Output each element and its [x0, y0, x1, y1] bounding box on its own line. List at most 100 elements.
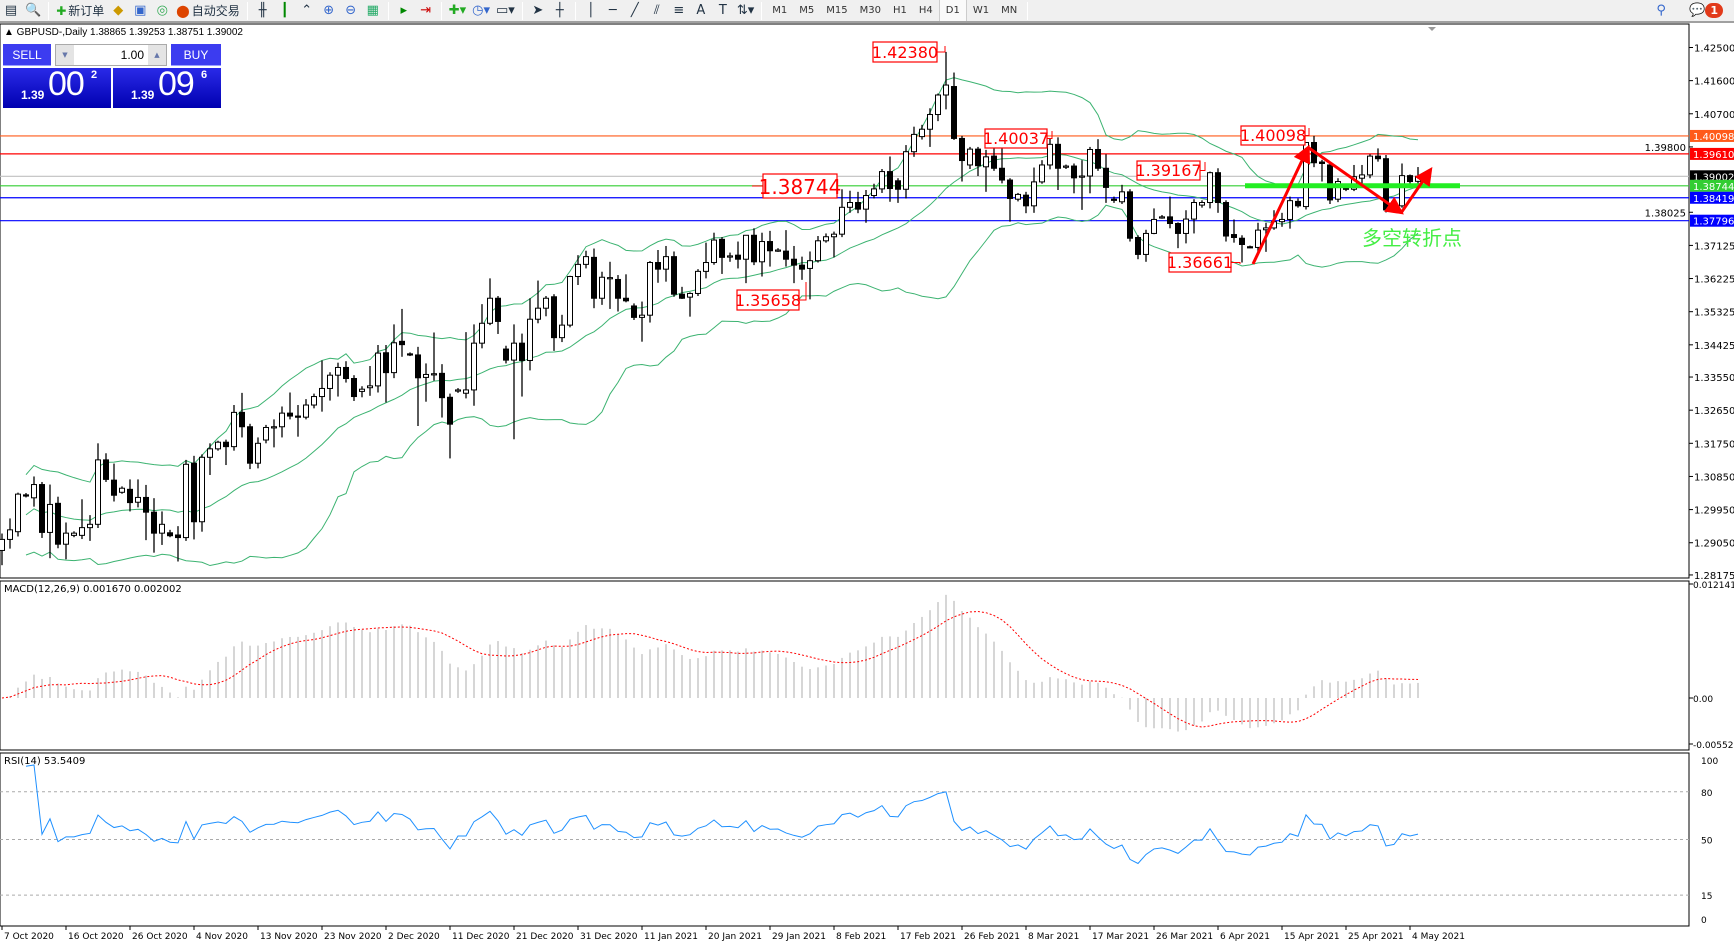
bullish-candle: [1279, 218, 1285, 223]
bullish-candle: [967, 148, 973, 166]
arrows-icon[interactable]: ⇅▾: [736, 3, 755, 18]
date-axis-label: 8 Feb 2021: [836, 932, 886, 942]
vertical-line-icon[interactable]: │: [586, 3, 595, 18]
date-axis-label: 15 Apr 2021: [1284, 932, 1340, 942]
bullish-candle: [847, 202, 853, 208]
chart-window-icon[interactable]: ▤: [4, 3, 18, 18]
price-annotation-box: [1240, 125, 1306, 146]
navigator-icon[interactable]: 🔍: [25, 3, 42, 18]
date-axis-label: 26 Mar 2021: [1156, 932, 1213, 942]
bullish-candle: [775, 249, 781, 252]
signals-icon[interactable]: ◎: [156, 3, 168, 18]
price-axis-label: 1.38025: [1645, 208, 1686, 219]
bullish-candle: [647, 262, 653, 316]
date-axis-label: 8 Mar 2021: [1028, 932, 1079, 942]
bearish-candle: [503, 348, 509, 361]
bullish-candle: [567, 276, 573, 326]
bullish-candle: [159, 523, 165, 534]
strategy-tester-icon[interactable]: ▣: [134, 3, 147, 18]
timeframe-m15[interactable]: M15: [826, 5, 848, 16]
timeframe-h1[interactable]: H1: [892, 5, 907, 16]
bullish-candle: [303, 404, 309, 418]
auto-trading-button[interactable]: ⬤ 自动交易: [173, 0, 242, 21]
fibonacci-icon[interactable]: ≡: [673, 3, 685, 18]
indicators-icon[interactable]: ✚▾: [448, 3, 467, 18]
zoom-out-icon[interactable]: ⊖: [345, 3, 357, 18]
sell-price[interactable]: 1.39 00 2: [3, 65, 111, 108]
bearish-candle: [1055, 143, 1061, 169]
horizontal-line-icon[interactable]: ─: [608, 3, 617, 18]
bar-chart-icon[interactable]: ╫: [258, 3, 267, 18]
bearish-candle: [655, 262, 661, 270]
bullish-candle: [255, 442, 261, 464]
bearish-candle: [1071, 165, 1077, 179]
lot-increase-button[interactable]: ▲: [148, 45, 166, 65]
timeframe-m30[interactable]: M30: [859, 5, 881, 16]
toolbar-divider: [387, 1, 389, 20]
periods-icon[interactable]: ◷▾: [472, 3, 491, 18]
sell-price-prefix: 1.39: [21, 88, 45, 102]
search-icon[interactable]: ⚲: [1656, 3, 1666, 18]
bullish-candle: [1039, 164, 1045, 183]
timeframe-d1[interactable]: D1: [938, 0, 967, 21]
macd-signal-line: [1, 611, 1419, 728]
buy-price-pips: 09: [158, 65, 195, 103]
trendline-icon[interactable]: ╱: [630, 3, 639, 18]
bullish-candle: [1063, 165, 1069, 168]
bullish-candle: [391, 342, 397, 374]
timeframe-m1[interactable]: M1: [772, 5, 788, 16]
timeframe-m5[interactable]: M5: [799, 5, 815, 16]
bearish-candle: [959, 137, 965, 162]
buy-price[interactable]: 1.39 09 6: [113, 65, 221, 108]
bearish-candle: [1215, 172, 1221, 204]
bullish-candle: [575, 263, 581, 278]
price-annotation-box: [1168, 252, 1232, 273]
line-chart-icon[interactable]: ⌃: [301, 3, 313, 18]
price-annotation-label: 1.35658: [735, 291, 801, 310]
cursor-icon[interactable]: ➤: [532, 3, 544, 18]
bullish-candle: [1199, 202, 1205, 206]
bearish-candle: [767, 241, 773, 252]
buy-button[interactable]: BUY: [171, 44, 221, 66]
bearish-candle: [247, 426, 253, 464]
bullish-candle: [63, 532, 69, 545]
bullish-candle: [47, 503, 53, 533]
bearish-candle: [855, 202, 861, 210]
equidistant-channel-icon[interactable]: ⫽: [653, 3, 660, 18]
toolbar-divider: [1027, 1, 1029, 20]
lot-size-input[interactable]: 1.00: [120, 48, 144, 62]
bullish-candle: [511, 342, 517, 361]
toolbar-divider: [761, 1, 763, 20]
bearish-candle: [127, 488, 133, 504]
crosshair-icon[interactable]: ┼: [555, 3, 564, 18]
timeframe-w1[interactable]: W1: [972, 5, 990, 16]
experts-icon[interactable]: ◆: [113, 3, 124, 18]
price-annotation-label: 1.36661: [1167, 253, 1233, 272]
bearish-candle: [975, 148, 981, 167]
zoom-in-icon[interactable]: ⊕: [323, 3, 335, 18]
timeframe-h4[interactable]: H4: [918, 5, 933, 16]
messages-button[interactable]: 💬 1: [1686, 0, 1726, 21]
lot-decrease-button[interactable]: ▼: [56, 45, 74, 65]
sell-button[interactable]: SELL: [3, 44, 51, 66]
new-order-button[interactable]: ✚ 新订单: [53, 0, 107, 21]
text-icon[interactable]: A: [696, 3, 706, 18]
main-chart-frame: [0, 23, 1690, 579]
timeframe-mn[interactable]: MN: [1001, 5, 1018, 16]
candlestick-icon[interactable]: ┃: [280, 3, 289, 18]
bullish-candle: [1191, 202, 1197, 220]
templates-icon[interactable]: ▭▾: [496, 3, 515, 18]
bullish-candle: [87, 523, 93, 529]
tile-windows-icon[interactable]: ▦: [366, 3, 379, 18]
one-click-trading-panel: SELL ▼ 1.00 ▲ BUY 1.39 00 2 1.39 09 6: [3, 44, 223, 108]
bearish-candle: [415, 354, 421, 379]
bearish-candle: [1023, 194, 1029, 207]
bullish-candle: [271, 426, 277, 429]
chart-shift-icon[interactable]: ⇥: [420, 3, 432, 18]
auto-scroll-icon[interactable]: ▸: [400, 3, 407, 18]
text-label-icon[interactable]: T: [718, 3, 727, 18]
bullish-candle: [839, 206, 845, 235]
date-axis-label: 20 Jan 2021: [708, 932, 762, 942]
price-axis-label: 1.32650: [1694, 406, 1734, 417]
